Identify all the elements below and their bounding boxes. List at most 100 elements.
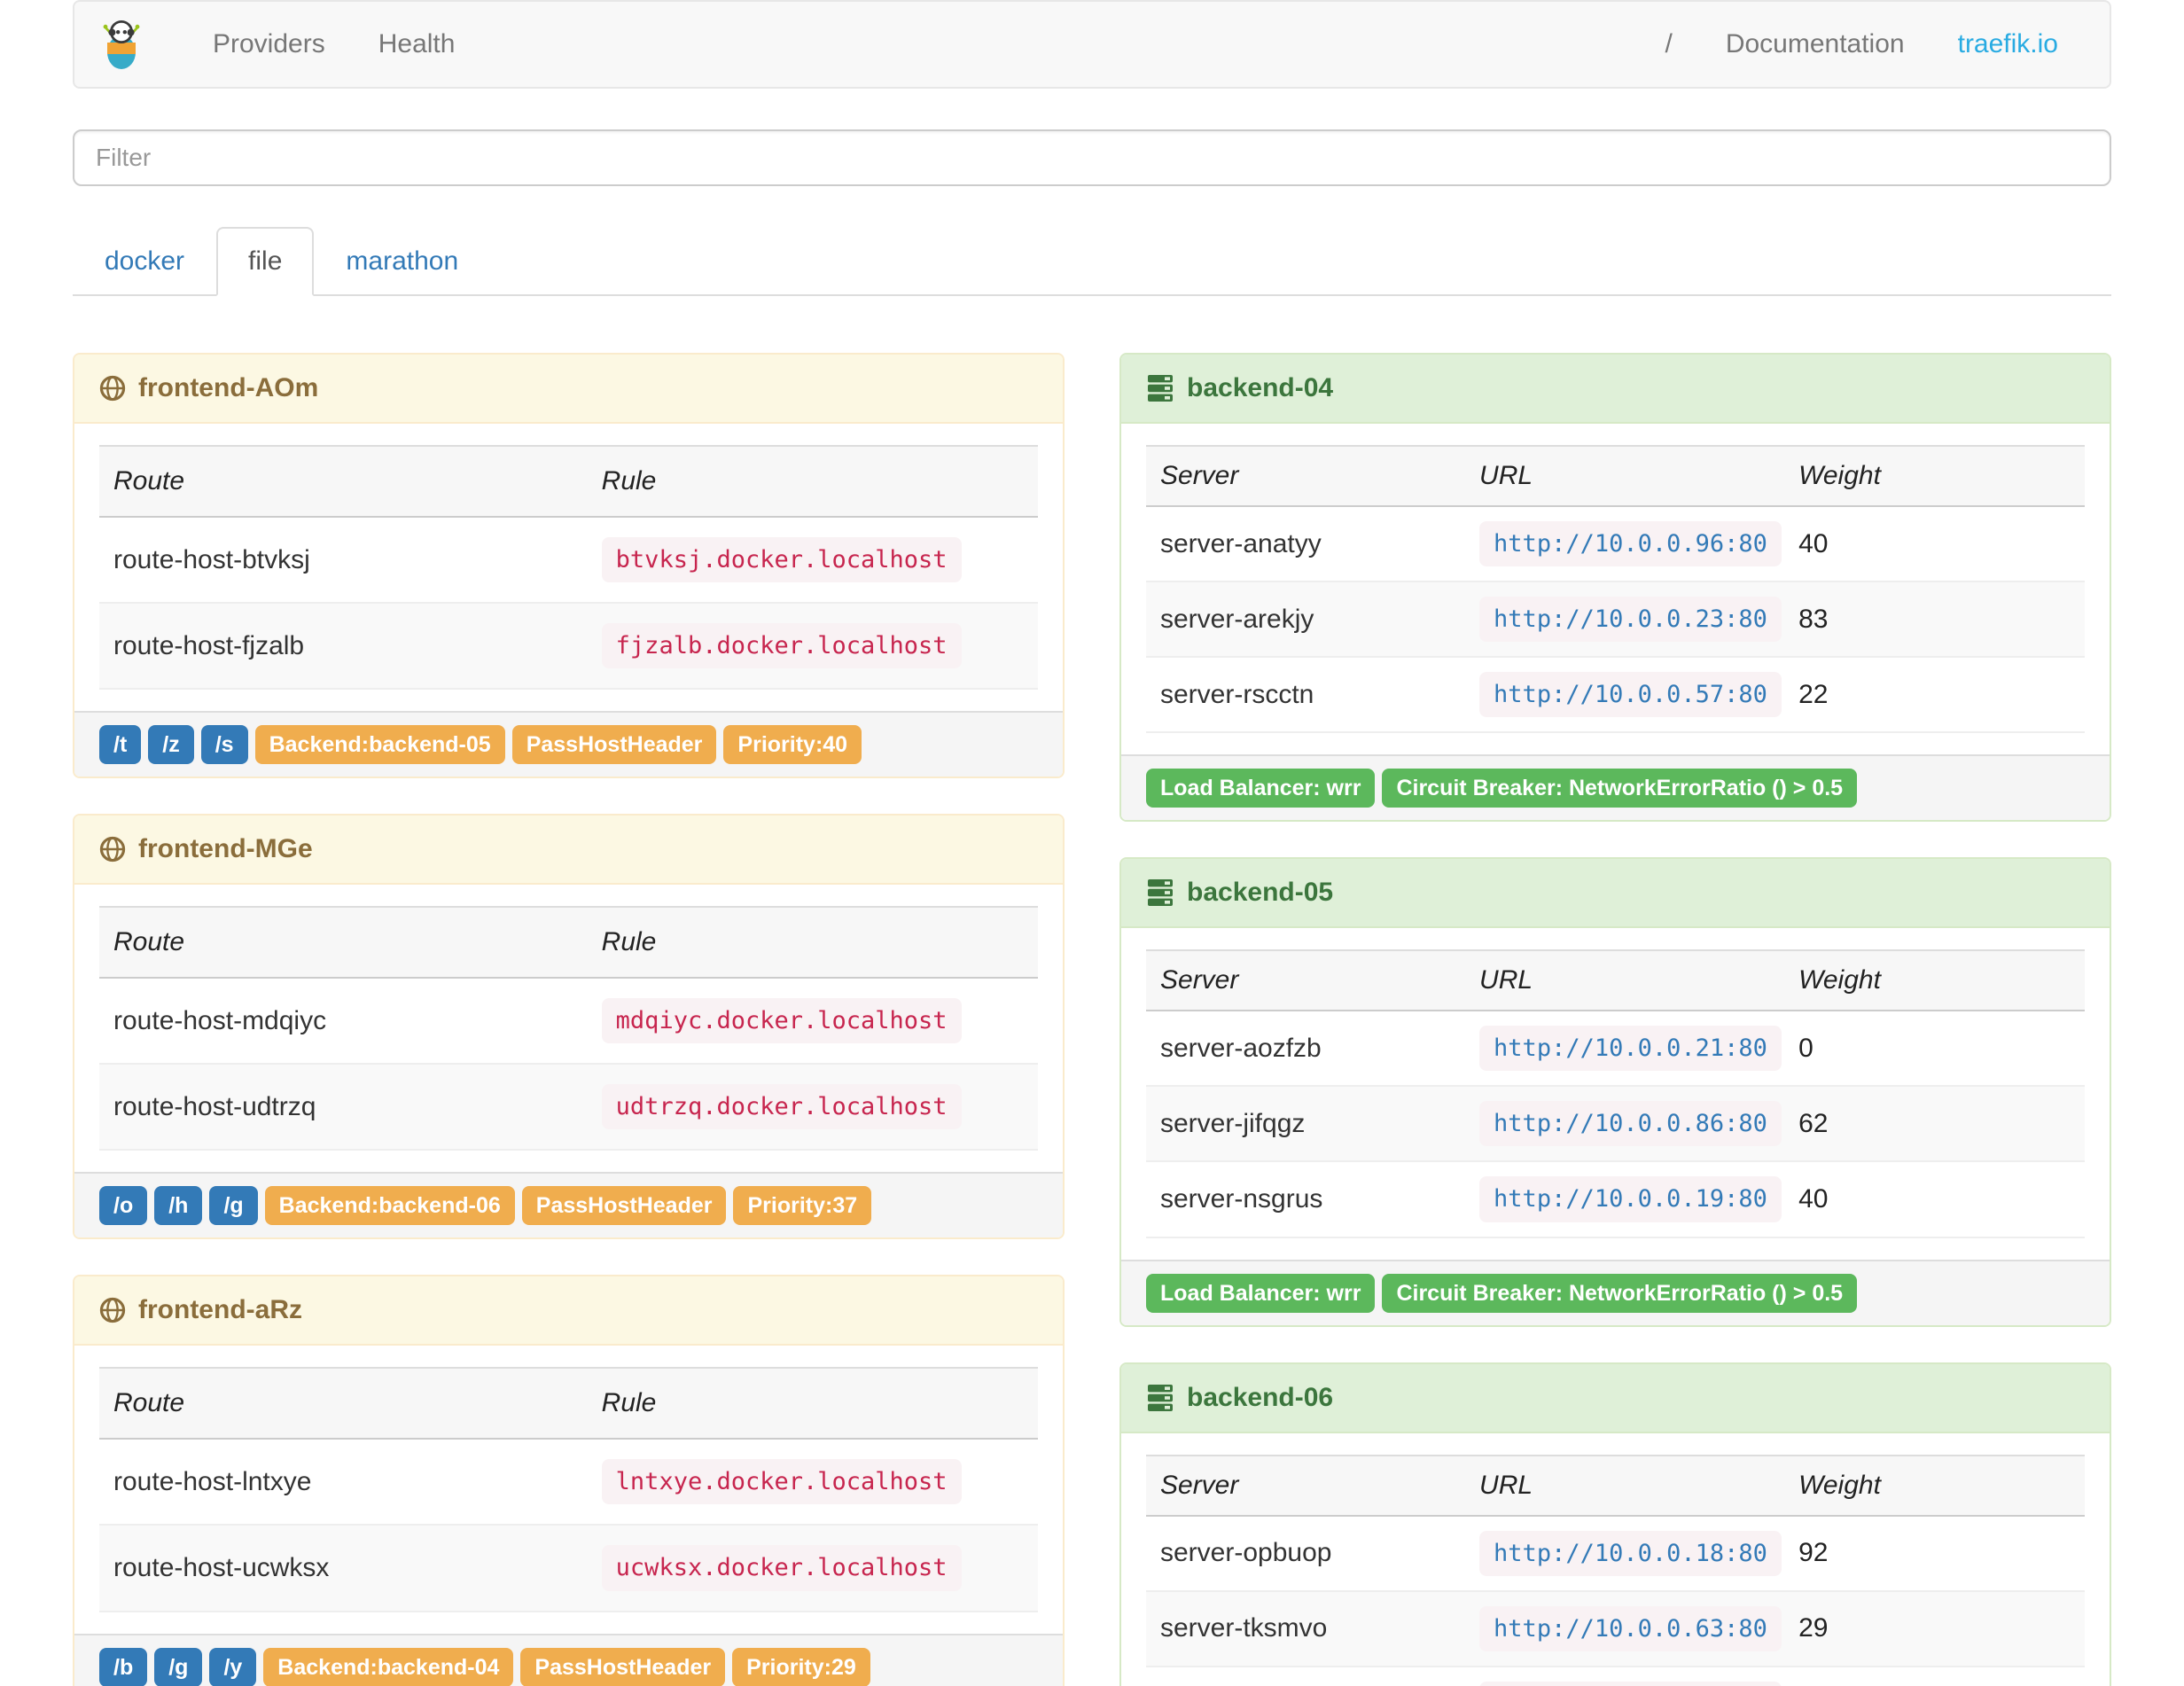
backends-column: backend-04 Server URL Weight server-anat… bbox=[1119, 353, 2111, 1686]
server-weight: 29 bbox=[1798, 1613, 1829, 1643]
nav-slash-separator: / bbox=[1665, 29, 1673, 59]
server-weight: 22 bbox=[1798, 679, 1829, 709]
server-row: server-arekjy http://10.0.0.23:80 83 bbox=[1146, 582, 2085, 658]
servers-table: Server URL Weight server-opbuop http://10… bbox=[1146, 1455, 2085, 1686]
server-weight: 0 bbox=[1798, 1033, 1814, 1063]
frontend-panel-footer: /t/z/s Backend:backend-05 PassHostHeader Pr… bbox=[74, 711, 1063, 777]
tab-marathon[interactable]: marathon bbox=[346, 246, 459, 276]
rule-column-header: Rule bbox=[601, 1388, 657, 1418]
weight-column-header: Weight bbox=[1798, 461, 1881, 490]
backend-panel-title: backend-06 bbox=[1187, 1382, 1334, 1412]
server-name: server-tksmvo bbox=[1160, 1613, 1328, 1643]
server-column-header: Server bbox=[1160, 461, 1239, 490]
nav-health-link[interactable]: Health bbox=[378, 29, 456, 59]
routes-header-row: Route Rule bbox=[99, 1368, 1038, 1440]
frontend-panel: frontend-AOm Route Rule route-host-btvks… bbox=[73, 353, 1065, 779]
server-row: server-anatyy http://10.0.0.96:80 40 bbox=[1146, 506, 2085, 582]
server-row: server-jifqgz http://10.0.0.86:80 62 bbox=[1146, 1086, 2085, 1162]
server-name: server-nsgrus bbox=[1160, 1184, 1323, 1214]
routes-tbody: route-host-btvksj btvksj.docker.localhost… bbox=[99, 517, 1038, 690]
route-row: route-host-lntxye lntxye.docker.localhost bbox=[99, 1439, 1038, 1526]
frontend-panel-title: frontend-aRz bbox=[138, 1295, 302, 1325]
nav-documentation-link[interactable]: Documentation bbox=[1725, 29, 1905, 59]
server-row: server-tksmvo http://10.0.0.63:80 29 bbox=[1146, 1590, 2085, 1666]
backend-panel-body: Server URL Weight server-opbuop http://10… bbox=[1121, 1433, 2110, 1686]
frontend-setting-badge: Backend:backend-05 bbox=[254, 725, 505, 765]
route-path-badge: /b bbox=[99, 1647, 148, 1686]
servers-table: Server URL Weight server-aozfzb http://10… bbox=[1146, 949, 2085, 1237]
rule-cell: lntxye.docker.localhost bbox=[588, 1439, 1038, 1525]
server-name: server-arekjy bbox=[1160, 604, 1314, 634]
routes-table: Route Rule route-host-lntxye lntxye.docke… bbox=[99, 1367, 1038, 1612]
servers-header-row: Server URL Weight bbox=[1146, 950, 2085, 1011]
frontend-panel-body: Route Rule route-host-btvksj btvksj.docke… bbox=[74, 424, 1063, 711]
routes-tbody: route-host-mdqiyc mdqiyc.docker.localhost… bbox=[99, 978, 1038, 1151]
server-stack-icon bbox=[1148, 879, 1173, 907]
panels-row: frontend-AOm Route Rule route-host-btvks… bbox=[73, 353, 2111, 1686]
filter-input[interactable] bbox=[73, 129, 2111, 186]
tab-file[interactable]: file bbox=[216, 227, 315, 296]
frontend-setting-badge: Backend:backend-06 bbox=[264, 1186, 515, 1226]
traefik-brand-link[interactable] bbox=[99, 19, 144, 70]
route-column-header: Route bbox=[113, 1388, 185, 1418]
rule-code: mdqiyc.docker.localhost bbox=[601, 998, 962, 1044]
rule-code: udtrzq.docker.localhost bbox=[601, 1084, 962, 1130]
nav-providers-link[interactable]: Providers bbox=[213, 29, 325, 59]
route-path-badge: /o bbox=[99, 1186, 148, 1226]
server-url-code: http://10.0.0.21:80 bbox=[1479, 1026, 1782, 1072]
frontend-panel-heading: frontend-aRz bbox=[74, 1276, 1063, 1346]
route-path-badge: /g bbox=[209, 1186, 258, 1226]
nav-traefik-io-link[interactable]: traefik.io bbox=[1957, 29, 2058, 59]
rule-cell: mdqiyc.docker.localhost bbox=[588, 978, 1038, 1064]
navbar-right: / Documentation traefik.io bbox=[1638, 29, 2085, 59]
server-url-code: http://10.0.0.57:80 bbox=[1479, 672, 1782, 718]
frontend-setting-badge: Priority:40 bbox=[723, 725, 862, 765]
frontend-setting-badge: PassHostHeader bbox=[520, 1647, 726, 1686]
url-column-header: URL bbox=[1479, 1470, 1533, 1500]
weight-column-header: Weight bbox=[1798, 1470, 1881, 1500]
server-row: server-nsgrus http://10.0.0.19:80 40 bbox=[1146, 1161, 2085, 1237]
frontend-panel-footer: /b/g/y Backend:backend-04 PassHostHeader Pr… bbox=[74, 1633, 1063, 1686]
url-column-header: URL bbox=[1479, 965, 1533, 995]
backend-setting-badge: Circuit Breaker: NetworkErrorRatio () > … bbox=[1382, 769, 1858, 808]
frontend-panel-body: Route Rule route-host-mdqiyc mdqiyc.docke… bbox=[74, 885, 1063, 1172]
navbar-inner: Providers Health / Documentation traefik… bbox=[74, 2, 2110, 87]
rule-column-header: Rule bbox=[601, 927, 657, 957]
server-url-code: http://10.0.0.83:80 bbox=[1479, 1681, 1782, 1686]
route-path-badge: /g bbox=[154, 1647, 203, 1686]
url-cell: http://10.0.0.96:80 bbox=[1465, 506, 1784, 582]
rule-code: ucwksx.docker.localhost bbox=[601, 1545, 962, 1591]
route-row: route-host-fjzalb fjzalb.docker.localhost bbox=[99, 603, 1038, 690]
server-url-code: http://10.0.0.96:80 bbox=[1479, 521, 1782, 567]
route-path-badge: /z bbox=[148, 725, 194, 765]
frontends-column: frontend-AOm Route Rule route-host-btvks… bbox=[73, 353, 1065, 1686]
backend-panel-footer: Load Balancer: wrr Circuit Breaker: Netwo… bbox=[1121, 1259, 2110, 1325]
url-cell: http://10.0.0.23:80 bbox=[1465, 582, 1784, 657]
url-cell: http://10.0.0.18:80 bbox=[1465, 1516, 1784, 1591]
frontend-panel-heading: frontend-MGe bbox=[74, 816, 1063, 886]
route-name: route-host-btvksj bbox=[113, 544, 310, 574]
tab-docker[interactable]: docker bbox=[105, 246, 185, 276]
route-row: route-host-btvksj btvksj.docker.localhost bbox=[99, 517, 1038, 604]
route-name: route-host-fjzalb bbox=[113, 630, 305, 660]
routes-header-row: Route Rule bbox=[99, 446, 1038, 517]
rule-cell: fjzalb.docker.localhost bbox=[588, 603, 1038, 689]
provider-tabs: docker file marathon bbox=[73, 227, 2111, 296]
frontend-panel-heading: frontend-AOm bbox=[74, 355, 1063, 424]
url-cell: http://10.0.0.21:80 bbox=[1465, 1011, 1784, 1086]
server-name: server-opbuop bbox=[1160, 1538, 1332, 1568]
route-path-badge: /s bbox=[200, 725, 248, 765]
weight-column-header: Weight bbox=[1798, 965, 1881, 995]
backend-setting-badge: Load Balancer: wrr bbox=[1146, 1273, 1376, 1313]
route-name: route-host-lntxye bbox=[113, 1466, 312, 1496]
backend-panel-title: backend-04 bbox=[1187, 373, 1334, 402]
backend-setting-badge: Circuit Breaker: NetworkErrorRatio () > … bbox=[1382, 1273, 1858, 1313]
frontend-setting-badge: PassHostHeader bbox=[521, 1186, 727, 1226]
backend-panel-heading: backend-05 bbox=[1121, 859, 2110, 929]
route-row: route-host-mdqiyc mdqiyc.docker.localhost bbox=[99, 978, 1038, 1065]
route-row: route-host-udtrzq udtrzq.docker.localhost bbox=[99, 1064, 1038, 1151]
url-cell: http://10.0.0.86:80 bbox=[1465, 1086, 1784, 1161]
frontend-panel-body: Route Rule route-host-lntxye lntxye.docke… bbox=[74, 1346, 1063, 1633]
rule-code: btvksj.docker.localhost bbox=[601, 537, 962, 583]
